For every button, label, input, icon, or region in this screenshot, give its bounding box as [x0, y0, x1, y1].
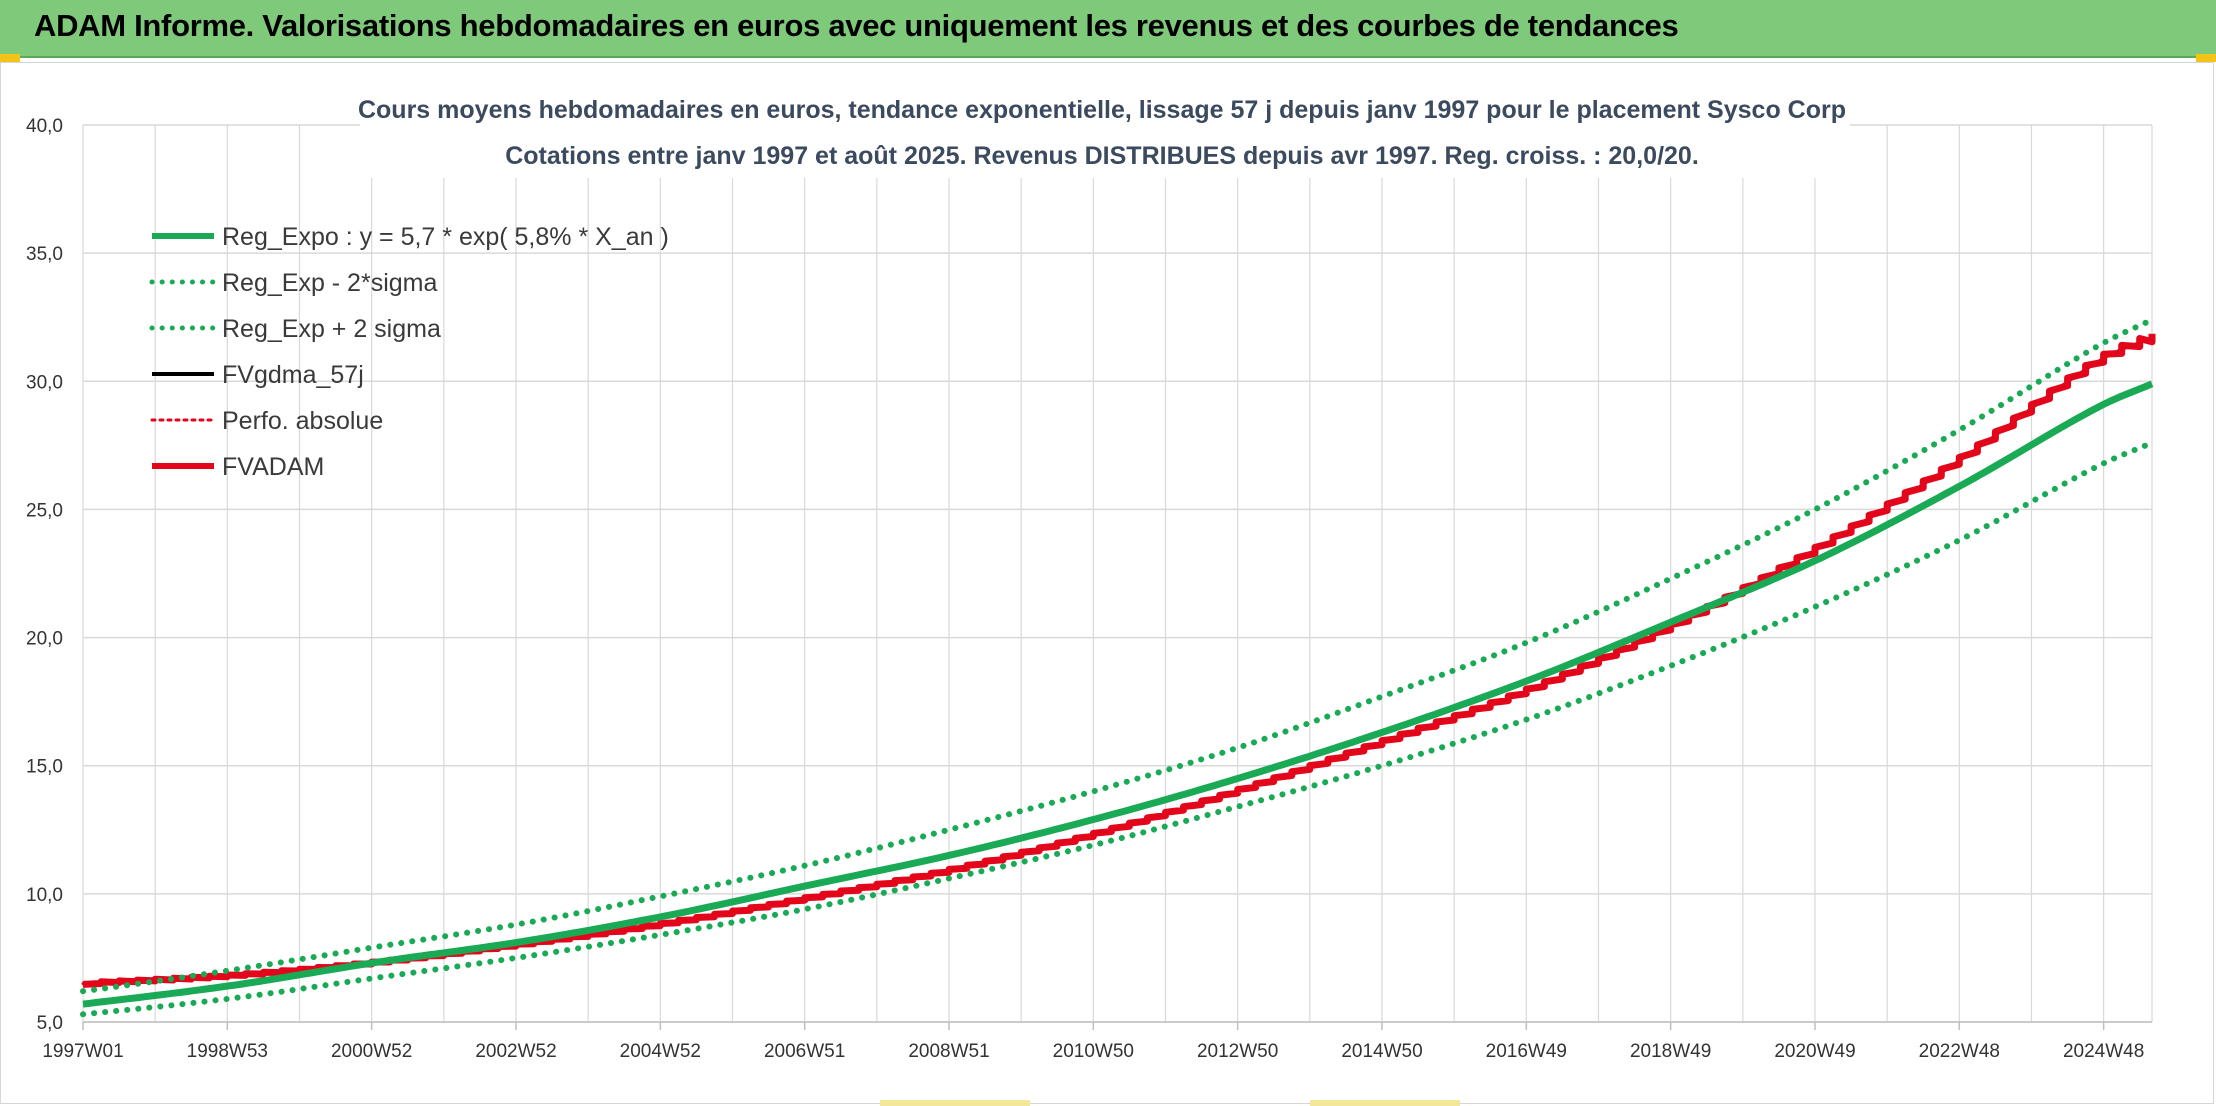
grid-layer — [82, 124, 2153, 1023]
series-line-reg-exp-2-sigma — [80, 439, 2155, 1018]
x-tick-label: 2010W50 — [1053, 1041, 1134, 1062]
x-tick-label: 2022W48 — [1919, 1041, 2000, 1062]
legend-label: Perfo. absolue — [222, 407, 383, 435]
chart-title-line-1: Cours moyens hebdomadaires en euros, ten… — [358, 96, 1846, 124]
legend-label: FVADAM — [222, 453, 324, 481]
y-tick-label: 15,0 — [26, 757, 63, 778]
x-tick-label: 2014W50 — [1341, 1041, 1422, 1062]
header-corner-accent-left — [0, 54, 20, 62]
x-tick-label: 1997W01 — [42, 1041, 123, 1062]
header-bar: ADAM Informe. Valorisations hebdomadaire… — [0, 0, 2216, 62]
y-tick-label: 40,0 — [26, 116, 63, 137]
header-title: ADAM Informe. Valorisations hebdomadaire… — [34, 8, 1679, 43]
y-tick-label: 35,0 — [26, 244, 63, 265]
x-tick-label: 1998W53 — [187, 1041, 268, 1062]
legend-label: Reg_Expo : y = 5,7 * exp( 5,8% * X_an ) — [222, 223, 669, 251]
x-tick-label: 2016W49 — [1486, 1041, 1567, 1062]
y-tick-label: 25,0 — [26, 500, 63, 521]
series-line-reg-exp-2-sigma — [80, 316, 2155, 995]
x-tick-label: 2024W48 — [2063, 1041, 2144, 1062]
chart-legend: Reg_Expo : y = 5,7 * exp( 5,8% * X_an ) R… — [149, 223, 669, 481]
y-tick-label: 30,0 — [26, 372, 63, 393]
chart-title: Cours moyens hebdomadaires en euros, ten… — [358, 88, 1850, 178]
x-tick-label: 2000W52 — [331, 1041, 412, 1062]
legend-label: Reg_Exp + 2 sigma — [222, 315, 441, 343]
x-tick-label: 2006W51 — [764, 1041, 845, 1062]
x-tick-label: 2018W49 — [1630, 1041, 1711, 1062]
x-tick-label: 2004W52 — [620, 1041, 701, 1062]
x-tick-label: 2012W50 — [1197, 1041, 1278, 1062]
y-tick-label: 5,0 — [37, 1013, 63, 1034]
legend-label: Reg_Exp - 2*sigma — [222, 269, 437, 297]
x-tick-label: 2008W51 — [908, 1041, 989, 1062]
chart-title-background — [360, 88, 1850, 178]
chart-frame — [0, 62, 2214, 1104]
x-tick-label: 2020W49 — [1774, 1041, 1855, 1062]
series-line-fvgdma-57j — [82, 336, 2153, 986]
legend-label: FVgdma_57j — [222, 361, 364, 389]
axis-layer: 5,0 10,0 15,0 20,0 25,0 30,0 35,0 40,0 1997W01 19… — [26, 116, 2152, 1062]
chart-title-line-2: Cotations entre janv 1997 et août 2025. … — [505, 142, 1699, 170]
header-corner-accent-right — [2196, 54, 2216, 62]
series-line-fvadam — [82, 333, 2156, 988]
series-line-perfo-absolue — [81, 336, 2154, 986]
y-tick-label: 10,0 — [26, 885, 63, 906]
x-tick-label: 2002W52 — [475, 1041, 556, 1062]
bottom-accent-stripe — [880, 1100, 1030, 1106]
bottom-accent-stripe — [1310, 1100, 1460, 1106]
series-line-reg-expo-y-5-7-exp-5-8-x-an — [82, 380, 2154, 1008]
series-layer — [80, 316, 2156, 1018]
y-tick-label: 20,0 — [26, 629, 63, 650]
